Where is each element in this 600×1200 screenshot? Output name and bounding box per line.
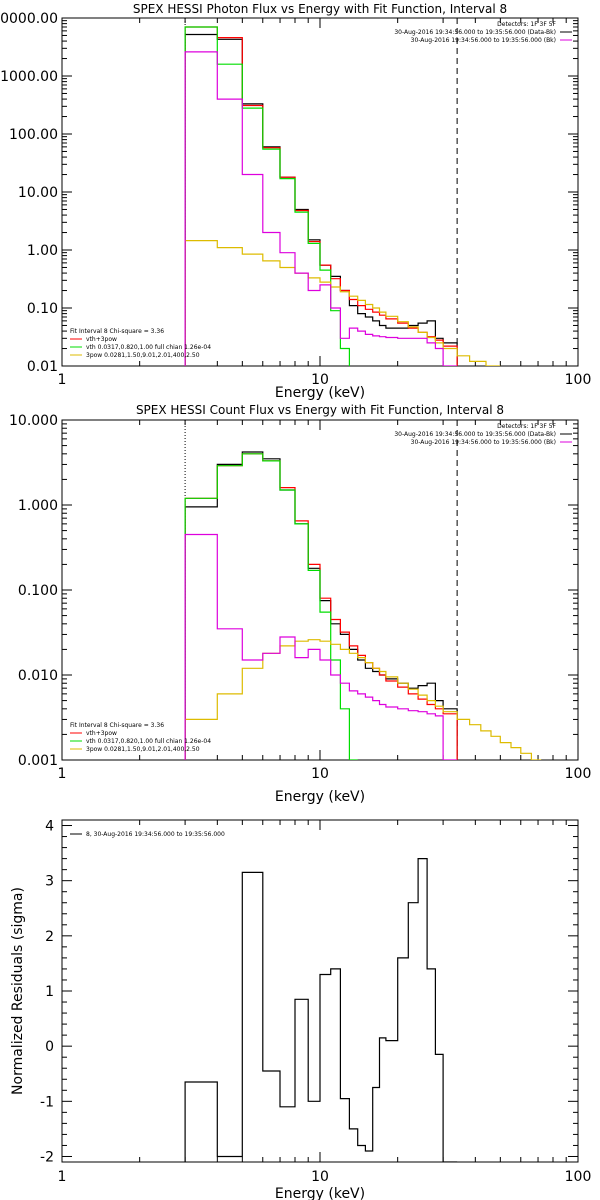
y-tick-label: 1 — [45, 984, 54, 1000]
y-tick-label: 3 — [45, 874, 54, 890]
legend-top-text: 30-Aug-2016 19:34:56.000 to 19:35:56.000… — [394, 431, 556, 438]
legend-top-text: Detectors: 1F 3F 5F — [497, 21, 556, 28]
fit-legend-text: 3pow 0.0281,1.50,9.01,2.01,400,2.50 — [86, 746, 200, 753]
legend-top-text: 30-Aug-2016 19:34:56.000 to 19:35:56.000… — [411, 439, 556, 446]
y-tick-label: 0.01 — [27, 359, 58, 375]
y-tick-label: 0.001 — [18, 753, 58, 769]
x-tick-label: 100 — [565, 766, 592, 782]
series-line-1 — [184, 451, 458, 760]
y-tick-label: 0.10 — [27, 301, 58, 317]
x-tick-label: 100 — [565, 1169, 592, 1185]
x-tick-label: 10 — [311, 372, 329, 388]
x-tick-label: 1 — [58, 766, 67, 782]
x-tick-label: 10 — [311, 1169, 329, 1185]
y-tick-label: -1 — [40, 1094, 54, 1110]
x-tick-label: 1 — [58, 372, 67, 388]
chart-panel-3: 1 10 100 Energy (keV) -2 -1 0 1 2 3 4 Normalized Re… — [10, 819, 591, 1200]
chart-panel-2: SPEX HESSI Count Flux vs Energy with Fit… — [9, 403, 591, 805]
legend-top-text: Detectors: 1F 3F 5F — [497, 423, 556, 430]
series-line-5 — [184, 51, 458, 366]
y-tick-label: 1000.00 — [0, 69, 58, 85]
x-axis-label: Energy (keV) — [275, 789, 365, 805]
y-tick-label: -2 — [40, 1149, 54, 1165]
fit-legend-text: vth 0.0317,0.820,1.00 full chian 1.26e-0… — [86, 738, 211, 745]
y-axis-label: Normalized Residuals (sigma) — [10, 887, 26, 1095]
series-line-2 — [184, 453, 458, 760]
y-tick-label: 10.000 — [9, 413, 58, 429]
chart-panel-1: SPEX HESSI Photon Flux vs Energy with Fi… — [0, 2, 591, 401]
fit-legend-text: vth+3pow — [86, 730, 117, 737]
fit-legend-text: 3pow 0.0281,1.50,9.01,2.01,400,2.50 — [86, 352, 200, 359]
x-axis-label: Energy (keV) — [275, 1186, 365, 1200]
series-line-4 — [184, 240, 501, 366]
series-group — [184, 858, 458, 1162]
series-line-1 — [184, 33, 458, 366]
series-group — [184, 26, 501, 366]
y-tick-label: 10.00 — [18, 185, 58, 201]
fit-legend-text: vth 0.0317,0.820,1.00 full chian 1.26e-0… — [86, 344, 211, 351]
y-tick-label: 0000.00 — [0, 11, 58, 27]
series-line-1 — [184, 858, 458, 1162]
series-line-5 — [184, 533, 458, 760]
fit-legend-header: Fit Interval 8 Chi-square = 3.36 — [70, 328, 164, 335]
y-tick-label: 1.00 — [27, 243, 58, 259]
legend-top-text: 30-Aug-2016 19:34:56.000 to 19:35:56.000… — [394, 29, 556, 36]
x-tick-label: 1 — [58, 1169, 67, 1185]
x-tick-label: 10 — [311, 766, 329, 782]
y-tick-label: 0.010 — [18, 668, 58, 684]
y-tick-label: 0.100 — [18, 583, 58, 599]
series-line-3 — [184, 26, 350, 366]
residual-legend-text: 8, 30-Aug-2016 19:34:56.000 to 19:35:56.… — [86, 831, 225, 838]
chart-title: SPEX HESSI Count Flux vs Energy with Fit… — [136, 403, 504, 417]
x-axis-label: Energy (keV) — [275, 385, 365, 401]
y-tick-label: 1.000 — [18, 498, 58, 514]
y-tick-label: 4 — [45, 819, 54, 835]
y-tick-label: 100.00 — [9, 127, 58, 143]
plot-frame — [61, 17, 579, 367]
chart-title: SPEX HESSI Photon Flux vs Energy with Fi… — [133, 2, 507, 16]
series-line-2 — [184, 26, 458, 366]
series-line-3 — [184, 453, 358, 760]
legend-top-text: 30-Aug-2016 19:34:56.000 to 19:35:56.000… — [411, 37, 556, 44]
series-group — [184, 451, 542, 760]
y-tick-label: 0 — [45, 1039, 54, 1055]
y-tick-label: 2 — [45, 929, 54, 945]
fit-legend-text: vth+3pow — [86, 336, 117, 343]
fit-legend-header: Fit Interval 8 Chi-square = 3.36 — [70, 722, 164, 729]
series-line-4 — [184, 639, 542, 760]
x-tick-label: 100 — [565, 372, 592, 388]
